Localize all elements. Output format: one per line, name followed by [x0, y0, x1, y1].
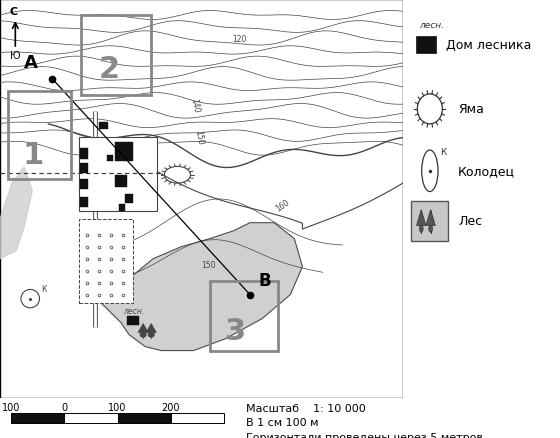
Polygon shape	[138, 324, 148, 333]
Text: Колодец: Колодец	[458, 165, 515, 178]
Text: В 1 см 100 м: В 1 см 100 м	[246, 417, 319, 427]
Text: Яма: Яма	[458, 103, 484, 116]
Bar	[115, 175, 127, 187]
Text: 2: 2	[99, 55, 120, 84]
Bar	[125, 194, 133, 203]
Text: 140: 140	[189, 98, 201, 113]
Text: В: В	[258, 271, 270, 289]
Bar	[119, 204, 125, 211]
Text: Горизонтали проведены через 5 метров: Горизонтали проведены через 5 метров	[246, 432, 483, 438]
Bar	[171, 413, 224, 423]
Bar	[11, 413, 64, 423]
Bar	[107, 155, 113, 162]
Text: 100: 100	[109, 403, 127, 413]
Bar	[78, 138, 157, 211]
Text: 160: 160	[274, 198, 291, 213]
Ellipse shape	[140, 332, 146, 338]
Bar	[99, 122, 108, 130]
Text: 200: 200	[161, 403, 180, 413]
Bar	[118, 413, 171, 423]
Text: К: К	[440, 148, 446, 157]
Polygon shape	[0, 167, 32, 259]
Bar	[80, 148, 88, 159]
Ellipse shape	[429, 226, 432, 233]
Bar	[411, 201, 448, 241]
Text: Ю: Ю	[11, 51, 21, 61]
Text: Лес: Лес	[458, 215, 482, 228]
Text: С: С	[10, 7, 18, 17]
Bar	[416, 37, 436, 54]
Text: 0: 0	[62, 403, 67, 413]
Ellipse shape	[419, 226, 423, 233]
Text: 3: 3	[225, 316, 246, 345]
Text: лесн.: лесн.	[419, 21, 444, 30]
Bar	[64, 413, 118, 423]
Bar	[127, 316, 139, 325]
Text: 150: 150	[202, 260, 216, 269]
Bar	[115, 142, 133, 162]
Bar	[80, 180, 88, 189]
Polygon shape	[146, 324, 156, 333]
Bar	[78, 219, 133, 303]
Text: Масштаб    1: 10 000: Масштаб 1: 10 000	[246, 403, 366, 413]
Bar	[209, 281, 278, 351]
Text: лесн.: лесн.	[123, 306, 144, 315]
Bar	[8, 92, 71, 180]
Bar	[81, 16, 151, 95]
Ellipse shape	[148, 332, 155, 338]
Text: 100: 100	[2, 403, 20, 413]
Bar	[80, 197, 88, 207]
Text: 1: 1	[22, 141, 44, 170]
Polygon shape	[417, 210, 426, 226]
Polygon shape	[426, 210, 435, 226]
Polygon shape	[97, 223, 302, 351]
Text: Дом лесника: Дом лесника	[446, 39, 531, 52]
Text: 120: 120	[232, 35, 246, 44]
Bar	[80, 163, 88, 173]
Text: К: К	[41, 284, 46, 293]
Text: 150: 150	[194, 130, 205, 145]
Text: А: А	[24, 54, 38, 72]
